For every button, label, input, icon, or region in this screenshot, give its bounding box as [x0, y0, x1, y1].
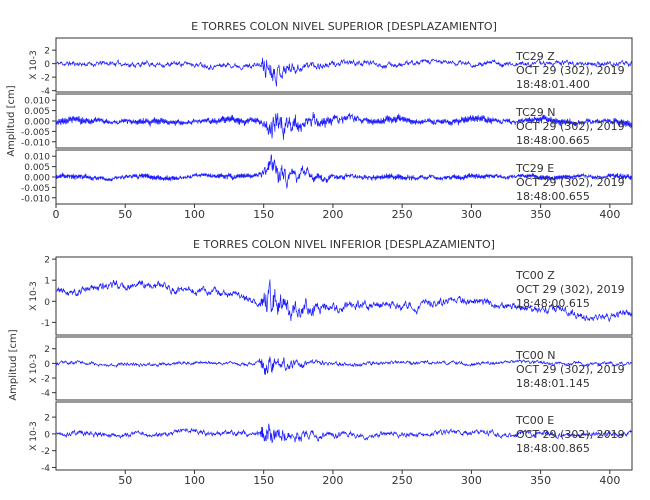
y-multiplier-label: X 10-3: [29, 50, 39, 79]
x-tick-label: 400: [599, 208, 620, 221]
y-tick-label: 0.000: [24, 118, 50, 128]
seismic-trace: [55, 356, 633, 375]
chart-title: E TORRES COLON NIVEL SUPERIOR [DESPLAZAM…: [191, 20, 497, 33]
seismic-trace: [55, 154, 633, 190]
station-name: TC29 Z: [515, 50, 555, 63]
y-tick-label: 0: [44, 430, 50, 440]
y-tick-label: -0.005: [21, 184, 50, 194]
start-time: 18:48:00.865: [516, 442, 590, 455]
x-tick-label: 200: [322, 208, 343, 221]
y-tick-label: 0.000: [24, 174, 50, 184]
x-tick-label: 150: [253, 474, 274, 487]
seismic-trace: [55, 279, 633, 323]
chart-superior: E TORRES COLON NIVEL SUPERIOR [DESPLAZAM…: [6, 20, 633, 221]
y-tick-label: -4: [41, 389, 50, 399]
y-axis-label: Amplitud [cm]: [8, 329, 19, 400]
panel-frame: [55, 256, 633, 336]
x-tick-label: 400: [599, 474, 620, 487]
y-tick-label: 0: [44, 360, 50, 370]
station-name: TC00 N: [515, 349, 555, 362]
station-name: TC29 N: [515, 106, 555, 119]
record-date: OCT 29 (302), 2019: [516, 363, 625, 376]
x-tick-label: 50: [118, 208, 132, 221]
y-tick-label: -0.010: [21, 138, 50, 148]
x-tick-label: 300: [461, 208, 482, 221]
start-time: 18:48:00.655: [516, 190, 590, 203]
y-axis-label: Amplitud [cm]: [6, 85, 17, 156]
y-tick-label: -1: [41, 319, 50, 329]
record-date: OCT 29 (302), 2019: [516, 120, 625, 133]
y-tick-label: 2: [44, 47, 50, 57]
x-tick-label: 300: [461, 474, 482, 487]
x-tick-label: 100: [184, 208, 205, 221]
station-name: TC00 Z: [515, 269, 555, 282]
start-time: 18:48:00.615: [516, 297, 590, 310]
y-tick-label: 2: [44, 345, 50, 355]
y-tick-label: -4: [41, 464, 50, 474]
y-tick-label: -0.005: [21, 128, 50, 138]
y-multiplier-label: X 10-3: [29, 354, 39, 383]
x-tick-label: 250: [392, 474, 413, 487]
x-tick-label: 350: [530, 474, 551, 487]
x-tick-label: 350: [530, 208, 551, 221]
y-tick-label: -0.010: [21, 194, 50, 204]
start-time: 18:48:00.665: [516, 134, 590, 147]
y-tick-label: 2: [44, 256, 50, 266]
y-tick-label: 0.005: [24, 107, 50, 117]
panel-frame: [55, 336, 633, 401]
y-tick-label: -2: [41, 74, 50, 84]
chart-inferior: E TORRES COLON NIVEL INFERIOR [DESPLAZAM…: [8, 238, 633, 487]
panel-frame: [55, 401, 633, 471]
x-tick-label: 250: [392, 208, 413, 221]
y-tick-label: -4: [41, 87, 50, 97]
start-time: 18:48:01.400: [516, 78, 590, 91]
y-tick-label: 0.010: [24, 153, 50, 163]
y-tick-label: 0.005: [24, 163, 50, 173]
y-tick-label: 0.010: [24, 97, 50, 107]
y-tick-label: 0: [44, 298, 50, 308]
seismic-trace: [55, 57, 633, 87]
y-tick-label: 2: [44, 414, 50, 424]
x-tick-label: 0: [53, 208, 60, 221]
station-name: TC29 E: [515, 162, 554, 175]
x-tick-label: 150: [253, 208, 274, 221]
y-tick-label: -2: [41, 447, 50, 457]
station-name: TC00 E: [515, 414, 554, 427]
panel-frame: [55, 37, 633, 93]
seismic-trace: [55, 423, 633, 443]
record-date: OCT 29 (302), 2019: [516, 64, 625, 77]
record-date: OCT 29 (302), 2019: [516, 283, 625, 296]
start-time: 18:48:01.145: [516, 377, 590, 390]
y-tick-label: 1: [44, 277, 50, 287]
x-tick-label: 50: [118, 474, 132, 487]
y-multiplier-label: X 10-3: [29, 421, 39, 450]
y-multiplier-label: X 10-3: [29, 281, 39, 310]
record-date: OCT 29 (302), 2019: [516, 176, 625, 189]
chart-title: E TORRES COLON NIVEL INFERIOR [DESPLAZAM…: [193, 238, 495, 251]
record-date: OCT 29 (302), 2019: [516, 428, 625, 441]
y-tick-label: 0: [44, 60, 50, 70]
y-tick-label: -2: [41, 375, 50, 385]
seismic-trace: [55, 112, 633, 140]
x-tick-label: 200: [322, 474, 343, 487]
x-tick-label: 100: [184, 474, 205, 487]
